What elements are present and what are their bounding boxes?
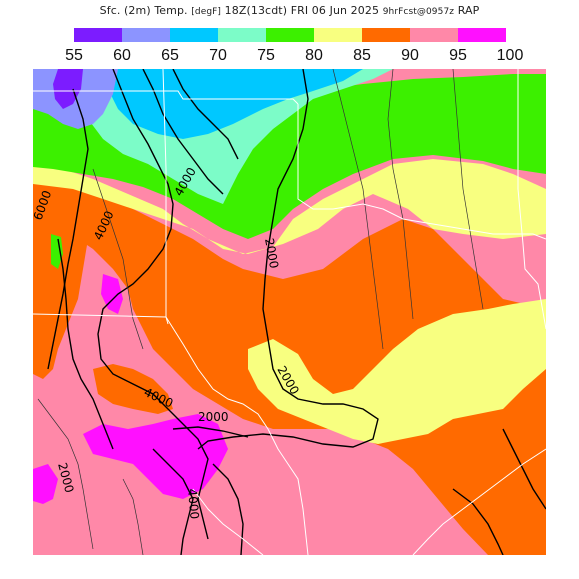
contour-4000-north xyxy=(97,68,209,540)
contour-6000 xyxy=(47,88,89,370)
thin-contours xyxy=(37,68,484,556)
temp-zone-95-b xyxy=(83,414,228,499)
border-ok-east xyxy=(517,69,547,330)
color-legend: 55 60 65 70 75 80 85 90 95 100 xyxy=(58,26,528,66)
contour-extra-1 xyxy=(142,68,224,195)
legend-label-90: 90 xyxy=(401,47,419,64)
field-name: Sfc. (2m) Temp. xyxy=(99,4,188,17)
border-co-ok xyxy=(33,90,299,105)
contour-extra-4 xyxy=(212,463,244,556)
elevation-contours xyxy=(47,68,547,556)
contour-extra-2 xyxy=(172,68,239,160)
legend-label-85: 85 xyxy=(353,47,371,64)
temperature-map: 6000 4000 4000 2000 2000 2000 4000 4000 … xyxy=(31,68,547,556)
legend-swatch-8 xyxy=(410,28,458,42)
contour-label-4000-d: 4000 xyxy=(185,488,202,520)
contour-label-2000-c: 2000 xyxy=(198,410,229,424)
model-name: RAP xyxy=(457,4,480,17)
legend-swatches xyxy=(74,28,506,42)
border-tx-west xyxy=(165,316,309,556)
legend-label-95: 95 xyxy=(449,47,467,64)
legend-label-70: 70 xyxy=(209,47,227,64)
temp-zone-80 xyxy=(33,159,546,254)
contour-label-2000-a: 2000 xyxy=(262,237,281,270)
legend-swatch-2 xyxy=(122,28,170,42)
border-mexico xyxy=(192,488,264,556)
legend-label-75: 75 xyxy=(257,47,275,64)
contour-2000-south xyxy=(172,426,249,438)
legend-label-60: 60 xyxy=(113,47,131,64)
legend-swatch-3 xyxy=(170,28,218,42)
temp-zone-85-basin xyxy=(93,364,173,414)
valid-time: 18Z(13cdt) FRI 06 Jun 2025 xyxy=(224,4,380,17)
map-title: Sfc. (2m) Temp. [degF] 18Z(13cdt) FRI 06… xyxy=(0,4,579,17)
contour-extra-3 xyxy=(152,448,194,556)
temp-zone-65 xyxy=(108,69,363,139)
border-gulf xyxy=(412,448,547,556)
contour-labels: 6000 4000 4000 2000 2000 2000 4000 4000 … xyxy=(31,165,302,520)
border-ok-north xyxy=(297,104,547,240)
state-borders xyxy=(32,68,547,556)
legend-swatch-1 xyxy=(74,28,122,42)
field-units: [degF] xyxy=(191,7,222,17)
legend-label-65: 65 xyxy=(161,47,179,64)
temp-zone-80-south xyxy=(248,299,546,444)
contour-2000-main xyxy=(197,68,379,450)
temp-zone-95-c xyxy=(33,464,58,504)
legend-label-80: 80 xyxy=(305,47,323,64)
legend-swatch-6 xyxy=(314,28,362,42)
legend-swatch-4 xyxy=(218,28,266,42)
temp-zone-75-west xyxy=(51,234,63,269)
contour-extra-6 xyxy=(452,488,504,556)
legend-swatch-7 xyxy=(362,28,410,42)
forecast-info: 9hrFcst@0957z xyxy=(382,7,455,17)
contour-6000-b xyxy=(57,238,114,450)
legend-swatch-5 xyxy=(266,28,314,42)
temp-zone-55 xyxy=(53,69,83,109)
legend-label-100: 100 xyxy=(497,47,524,64)
legend-label-55: 55 xyxy=(65,47,83,64)
temp-zone-95-a xyxy=(101,274,123,314)
contour-extra-5 xyxy=(502,428,547,510)
temp-zone-85-west xyxy=(33,209,88,379)
legend-swatch-9 xyxy=(458,28,506,42)
border-nm-tx xyxy=(162,68,167,317)
